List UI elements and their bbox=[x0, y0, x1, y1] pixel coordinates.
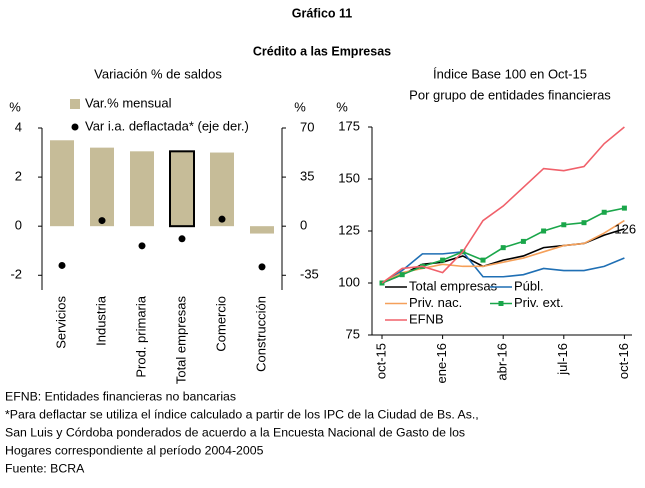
x-tick-label: Industria bbox=[93, 295, 108, 346]
x-tick-label: Prod. primaria bbox=[133, 295, 148, 377]
y-tick-label: 0 bbox=[15, 218, 22, 233]
y-axis-label: % bbox=[336, 99, 348, 114]
figure-title: Crédito a las Empresas bbox=[253, 44, 391, 58]
annotation: 126 bbox=[614, 221, 636, 236]
marker bbox=[601, 209, 607, 215]
marker bbox=[399, 272, 405, 278]
x-tick-label: Total empresas bbox=[173, 296, 188, 385]
dot bbox=[58, 261, 66, 269]
legend-swatch bbox=[71, 123, 79, 131]
y-tick-label: 75 bbox=[346, 326, 360, 341]
y2-tick-label: 35 bbox=[300, 169, 314, 184]
legend-swatch bbox=[70, 99, 80, 109]
legend-label: Total empresas bbox=[409, 278, 498, 293]
marker bbox=[440, 257, 446, 263]
dot bbox=[218, 215, 226, 223]
y2-tick-label: -35 bbox=[300, 267, 319, 282]
marker bbox=[500, 245, 506, 251]
x-tick-label: abr-16 bbox=[495, 343, 510, 381]
footnote: EFNB: Entidades financieras no bancarias bbox=[5, 389, 236, 403]
dot bbox=[138, 242, 146, 250]
x-tick-label: ene-16 bbox=[434, 343, 449, 383]
line-series bbox=[381, 228, 625, 284]
chart-title: Índice Base 100 en Oct-15 bbox=[433, 66, 587, 81]
y2-axis-label: % bbox=[294, 99, 306, 114]
footnote: *Para deflactar se utiliza el índice cal… bbox=[5, 407, 479, 421]
marker bbox=[581, 220, 587, 226]
line-series bbox=[381, 126, 625, 284]
y-tick-label: -2 bbox=[10, 267, 22, 282]
figure-label: Gráfico 11 bbox=[292, 6, 352, 20]
x-tick-label: oct-16 bbox=[616, 343, 631, 379]
x-tick-label: jul-16 bbox=[555, 343, 570, 376]
legend-label: EFNB bbox=[409, 311, 444, 326]
legend-swatch bbox=[498, 301, 504, 306]
marker bbox=[561, 222, 567, 228]
line-series bbox=[381, 250, 625, 284]
bar bbox=[210, 152, 234, 227]
y-tick-label: 150 bbox=[338, 170, 360, 185]
legend-label: Var.% mensual bbox=[85, 95, 172, 110]
bar bbox=[250, 226, 274, 234]
y-tick-label: 175 bbox=[338, 118, 360, 133]
marker bbox=[541, 228, 547, 234]
x-tick-label: oct-15 bbox=[373, 343, 388, 379]
legend-label: Var i.a. deflactada* (eje der.) bbox=[85, 118, 249, 133]
dot bbox=[98, 217, 106, 225]
marker bbox=[520, 238, 526, 244]
chart-subtitle: Por grupo de entidades financieras bbox=[409, 87, 611, 102]
legend-label: Públ. bbox=[514, 278, 544, 293]
dot bbox=[178, 235, 186, 243]
y-tick-label: 2 bbox=[15, 169, 22, 184]
legend-label: Priv. nac. bbox=[409, 295, 462, 310]
chart-title: Variación % de saldos bbox=[94, 66, 222, 81]
y2-tick-label: 70 bbox=[300, 119, 314, 134]
footnote: Hogares correspondiente al período 2004-… bbox=[5, 443, 264, 457]
legend-label: Priv. ext. bbox=[514, 295, 564, 310]
bar bbox=[50, 140, 74, 227]
marker bbox=[480, 257, 486, 263]
y-tick-label: 4 bbox=[15, 119, 22, 134]
marker bbox=[621, 205, 627, 211]
y-tick-label: 125 bbox=[338, 222, 360, 237]
bar bbox=[90, 147, 114, 227]
x-tick-label: Servicios bbox=[53, 296, 68, 349]
y2-tick-label: 0 bbox=[300, 218, 307, 233]
y-axis-label: % bbox=[9, 99, 21, 114]
bar bbox=[169, 150, 195, 228]
footnote: Fuente: BCRA bbox=[5, 461, 85, 475]
bar bbox=[130, 151, 154, 227]
footnote: San Luis y Córdoba ponderados de acuerdo… bbox=[5, 425, 465, 439]
y-tick-label: 100 bbox=[338, 274, 360, 289]
dot bbox=[258, 263, 266, 271]
x-tick-label: Comercio bbox=[213, 296, 228, 352]
x-tick-label: Construcción bbox=[253, 296, 268, 372]
line-series bbox=[381, 219, 625, 284]
